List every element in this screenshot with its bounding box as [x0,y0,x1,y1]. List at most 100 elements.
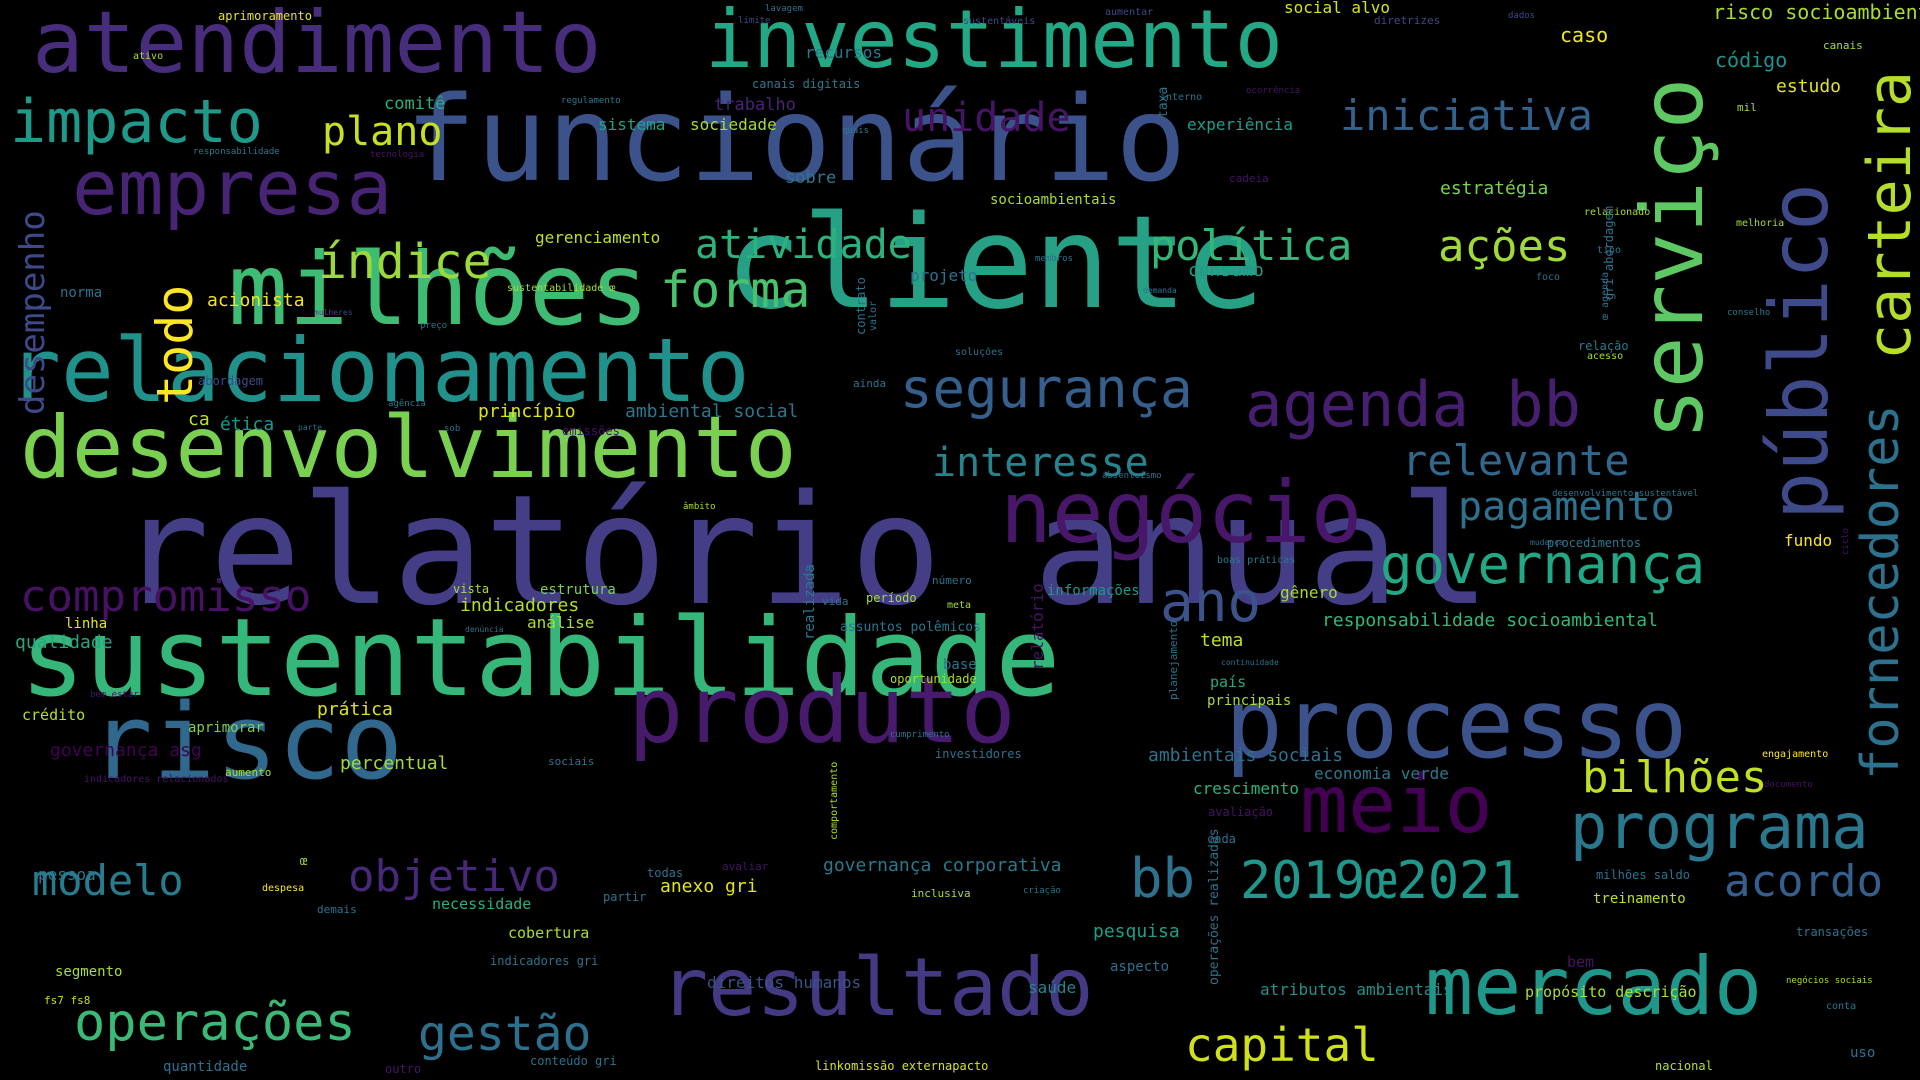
word-milhoes: milhões [228,231,650,348]
word-aspecto: aspecto [1110,959,1170,975]
word-solucoes: soluções [955,347,1004,358]
word-conta: conta [1826,1001,1857,1012]
word-abordagem: abordagem [198,374,264,388]
word-diretrizes: diretrizes [1374,14,1441,27]
word-atendimento: atendimento [32,0,602,93]
word-investidores: investidores [935,747,1022,761]
word-despesa: despesa [262,883,305,894]
word-caso: caso [1560,23,1609,47]
word-aprimorar: aprimorar [188,720,264,736]
word-gerenciamento: gerenciamento [535,228,661,247]
word-agencia: agência [388,399,426,409]
word-numero: número [932,574,972,587]
word-cadeia: cadeia [1229,172,1269,185]
word-ca: ca [188,409,210,430]
word-ocorrencia: ocorrência [1246,86,1301,96]
word-iniciativa: iniciativa [1340,91,1593,140]
word-demais: demais [317,903,357,916]
word-treinamento: treinamento [1593,891,1686,907]
word-interesse: interesse [932,440,1149,486]
word-forma: forma [660,261,811,319]
word-documento: documento [1764,780,1813,790]
word-desempenho: desempenho [13,210,53,415]
word-oportunidade: oportunidade [890,672,977,686]
word-crescimento: crescimento [1193,779,1299,798]
word-atividade: atividade [695,222,912,268]
word-avaliar: avaliar [722,860,769,873]
word-mil: mil [1737,101,1757,114]
word-bem-estar: bem estar [90,690,139,700]
word-modelo: modelo [32,856,184,905]
word-avaliacao: avaliação [1208,805,1274,819]
word-recursos: recursos [805,43,883,62]
word-etica: ética [220,414,275,435]
word-fundo: fundo [1784,531,1833,550]
word-seguranca: segurança [900,357,1193,420]
word-sustentabilidade: sustentabilidade [20,596,1061,721]
word-quais: quais [842,126,870,136]
word-impacto: impacto [10,87,263,157]
word-plano: plano [322,109,443,155]
word-planejamento: planejamento [1167,620,1180,700]
word-unidade: unidade [902,95,1071,141]
word-quantidade: quantidade [163,1059,248,1075]
word-relevante: relevante [1402,436,1630,485]
word-cada: cada [1207,832,1236,846]
word-principio: princípio [478,401,576,422]
word-conteudo-gri: conteúdo gri [530,1054,617,1068]
word-inclusiva: inclusiva [911,887,971,900]
word-proposito-descricao: propósito descrição [1525,983,1697,1001]
word-tecnologia: tecnologia [370,150,425,160]
word-funcionario: funcionário [405,70,1187,208]
word-indicadores-relacionados: indicadores relacionados [84,774,229,785]
word-continuidade: continuidade [1221,658,1279,667]
word-demanda: demanda [1143,286,1177,295]
word-cliente: cliente [725,189,1265,338]
word-anexo-gri: anexo gri [660,876,758,897]
word-codigo: código [1715,48,1788,72]
word-ambientais-sociais: ambientais sociais [1148,745,1344,766]
word-conselho: conselho [1727,308,1771,318]
word-social-alvo: social alvo [1284,0,1390,17]
word-consumo: consumo [1188,260,1264,281]
word-taxa: taxa [1156,86,1171,118]
word-sustentaveis: sustentáveis [963,16,1036,27]
word-pesquisa: pesquisa [1093,921,1180,942]
word-bb: bb [1130,847,1196,910]
word-nacional: nacional [1655,1059,1713,1073]
word-estrategia: estratégia [1440,178,1549,199]
word-resultado: resultado [660,941,1094,1034]
word-mercado: mercado [1425,940,1763,1033]
word-tipo: tipo [1597,245,1622,256]
word-operacoes-realizadas: operações realizadas [1207,828,1222,985]
word-publico: público [1753,182,1846,520]
word-sobre: sobre [785,168,837,188]
word-atributos-ambientais: atributos ambientais [1260,980,1453,999]
word-denuncia: denúncia [465,625,504,634]
word-indice: índice [318,234,492,290]
word-pessoa: pessoa [38,865,96,884]
word-aumento: aumento [225,766,272,779]
word-desenvolvimento-sustentavel: desenvolvimento sustentável [1552,489,1699,499]
word-estrutura: estrutura [540,582,616,598]
word-genero: gênero [1280,583,1338,602]
word-meta: meta [947,600,972,611]
word-bem: bem [1567,953,1595,971]
word-socioambientais: socioambientais [990,192,1117,208]
word-emissoes: emissões [562,424,620,438]
word-principais: principais [1207,693,1292,709]
word-percentual: percentual [340,753,449,774]
word-ambiental-social: ambiental social [625,401,799,422]
word-regulamento: regulamento [561,96,621,106]
word-acoes: ações [1438,221,1571,272]
word-cumprimento: cumprimento [890,730,950,740]
word-ainda: ainda [853,377,887,390]
word-sociedade: sociedade [690,115,777,134]
word-todas: todas [647,866,684,880]
word-relatorio-anual: relatório anual [118,462,1491,639]
word-sustentabilidade-oe: sustentabilidade œ [507,283,616,294]
word-capital: capital [1185,1018,1379,1072]
word-absenteismo: absenteísmo [1102,471,1162,481]
word-governanca-asg: governança asg [50,740,202,761]
